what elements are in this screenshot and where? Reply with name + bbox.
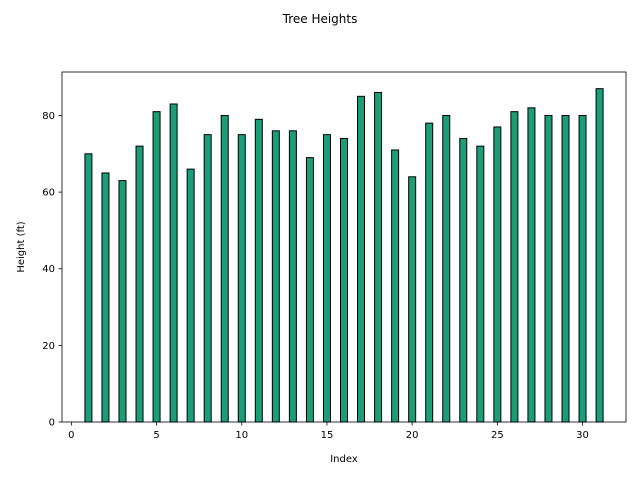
bar-29 (561, 114, 570, 423)
y-tick-label: 80 (42, 111, 55, 122)
bar-8 (203, 134, 212, 423)
bar-19 (391, 149, 400, 423)
x-axis-ticks: 0 5 10 15 20 25 30 (68, 422, 589, 441)
bar-13 (288, 130, 297, 423)
bar-16 (340, 137, 348, 423)
bar-20 (408, 176, 417, 423)
y-tick-label: 20 (42, 341, 55, 352)
bar-1 (84, 153, 93, 423)
bar-26 (510, 111, 519, 423)
bar-25 (493, 126, 502, 423)
y-tick-label: 40 (42, 264, 55, 275)
x-tick-label: 25 (491, 430, 504, 441)
y-axis-label: Height (ft) (16, 221, 27, 272)
bar-18 (374, 91, 383, 423)
bar-21 (425, 122, 434, 423)
x-tick-label: 0 (68, 430, 74, 441)
x-tick-label: 5 (153, 430, 159, 441)
chart-title: Tree Heights (282, 12, 358, 26)
bar-15 (322, 134, 331, 423)
bar-4 (135, 145, 144, 423)
bar-17 (357, 95, 366, 423)
bar-6 (169, 103, 178, 423)
bar-24 (476, 145, 485, 423)
bar-27 (527, 107, 536, 423)
bar-3 (118, 180, 127, 423)
y-axis-ticks: 0 20 40 60 80 (42, 111, 62, 429)
plot-frame (61, 71, 627, 423)
x-tick-label: 20 (406, 430, 419, 441)
x-tick-label: 30 (576, 430, 589, 441)
y-tick-label: 60 (42, 188, 55, 199)
bar-9 (220, 114, 229, 423)
bar-12 (271, 130, 280, 423)
bar-30 (578, 114, 587, 423)
bar-7 (186, 168, 195, 423)
bar-23 (459, 137, 468, 423)
y-tick-label: 0 (49, 418, 55, 429)
bar-11 (254, 118, 263, 423)
bar-5 (152, 111, 161, 423)
x-tick-label: 15 (321, 430, 334, 441)
bars-group (84, 88, 604, 423)
bar-22 (442, 114, 451, 423)
x-tick-label: 10 (235, 430, 248, 441)
bar-10 (237, 134, 246, 423)
bar-14 (305, 157, 314, 423)
bar-2 (101, 172, 110, 423)
x-axis-label: Index (330, 454, 358, 465)
bar-28 (544, 114, 553, 423)
bar-31 (595, 88, 604, 423)
